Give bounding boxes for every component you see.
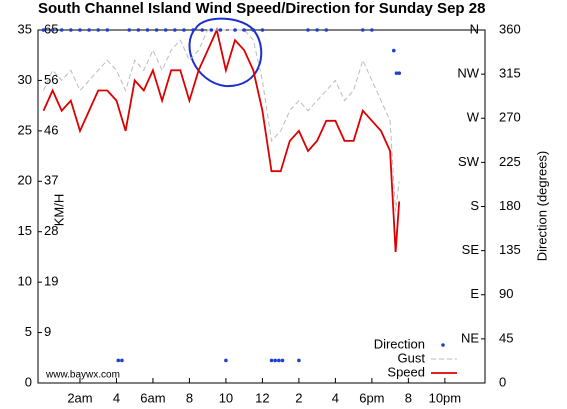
direction-dot [78,28,82,32]
y2-tick-label: 180 [499,198,521,213]
direction-dot [251,28,256,32]
y2-tick-label: 225 [499,154,521,169]
y2-inner-label: NE [461,330,479,345]
direction-dot [394,71,399,75]
y2-tick-label: 0 [499,374,506,389]
y-tick-label: 15 [18,223,32,238]
direction-dot [360,28,365,32]
y-axis-label: KM/H [51,194,66,227]
direction-dot [218,28,223,32]
direction-dot [269,358,274,363]
direction-dot [154,28,159,32]
y2-tick-label: 135 [499,242,521,257]
gust-line [43,29,400,212]
x-tick-label: 2 [295,390,302,405]
legend-label: Gust [398,350,426,365]
legend-swatch [441,343,445,347]
speed-line [42,27,401,252]
direction-dot [145,28,150,32]
direction-dot [182,28,186,32]
direction-dot [41,28,46,32]
direction-dot [370,28,374,32]
y-tick-label: 30 [18,72,32,87]
direction-dot [260,28,265,32]
direction-dot [136,28,141,32]
direction-dot [105,28,110,32]
y-tick-label: 5 [25,324,32,339]
y2-tick-label: 45 [499,330,513,345]
direction-dot [233,28,237,32]
y-tick-label: 0 [25,374,32,389]
x-tick-label: 10 [219,390,233,405]
direction-dot [391,48,396,53]
x-tick-label: 6am [140,390,165,405]
y-tick-label: 10 [18,274,32,289]
x-tick-label: 8 [405,390,412,405]
y2-inner-label: SE [462,242,480,257]
watermark: www.baywx.com [45,370,120,381]
y-inner-label: 28 [44,223,58,238]
y-inner-label: 37 [44,173,58,188]
y2-inner-label: NW [457,66,479,81]
direction-dot [397,71,402,75]
direction-dot [209,28,214,32]
y2-inner-label: E [470,286,479,301]
direction-dot [87,28,91,32]
direction-dot [324,28,329,32]
y2-tick-label: 360 [499,21,521,36]
direction-dot [173,28,177,32]
y-inner-label: 19 [44,274,58,289]
legend-label: Direction [374,336,425,351]
y2-inner-label: SW [458,154,480,169]
x-tick-label: 10pm [429,390,462,405]
chart-title: South Channel Island Wind Speed/Directio… [38,0,485,17]
direction-dot [224,358,228,363]
y-inner-label: 9 [44,324,51,339]
direction-dot [306,28,310,32]
direction-dot [191,28,195,32]
y2-tick-label: 315 [499,66,521,81]
y-tick-label: 25 [18,122,32,137]
y2-axis-label: Direction (degrees) [534,151,549,262]
direction-dot [280,358,285,363]
legend-label: Speed [387,364,425,379]
direction-dot [200,28,205,32]
y2-inner-label: S [470,198,479,213]
x-tick-label: 8 [186,390,193,405]
direction-dot [297,358,301,363]
direction-dot [163,28,168,32]
y2-inner-label: W [467,110,480,125]
y2-tick-label: 90 [499,286,513,301]
direction-dot [120,358,124,363]
direction-dot [69,28,73,32]
direction-dot [273,358,277,363]
y-tick-label: 35 [18,21,32,36]
x-tick-label: 6pm [359,390,384,405]
direction-dot [96,28,101,32]
y2-tick-label: 270 [499,110,521,125]
direction-dot [127,28,132,32]
y-tick-label: 20 [18,173,32,188]
x-tick-label: 4 [113,390,120,405]
direction-dot [59,28,64,32]
direction-dot [116,358,121,363]
direction-dot [50,28,55,32]
plot-frame [37,29,486,384]
x-tick-label: 4 [332,390,339,405]
direction-dot [242,28,246,32]
x-tick-label: 2am [67,390,92,405]
y-inner-label: 46 [44,122,58,137]
y-inner-label: 56 [44,72,58,87]
x-tick-label: 12 [255,390,269,405]
direction-dot [277,358,281,363]
y2-inner-label: N [470,21,479,36]
direction-dot [315,28,319,32]
hand-drawn-circle [188,17,263,88]
